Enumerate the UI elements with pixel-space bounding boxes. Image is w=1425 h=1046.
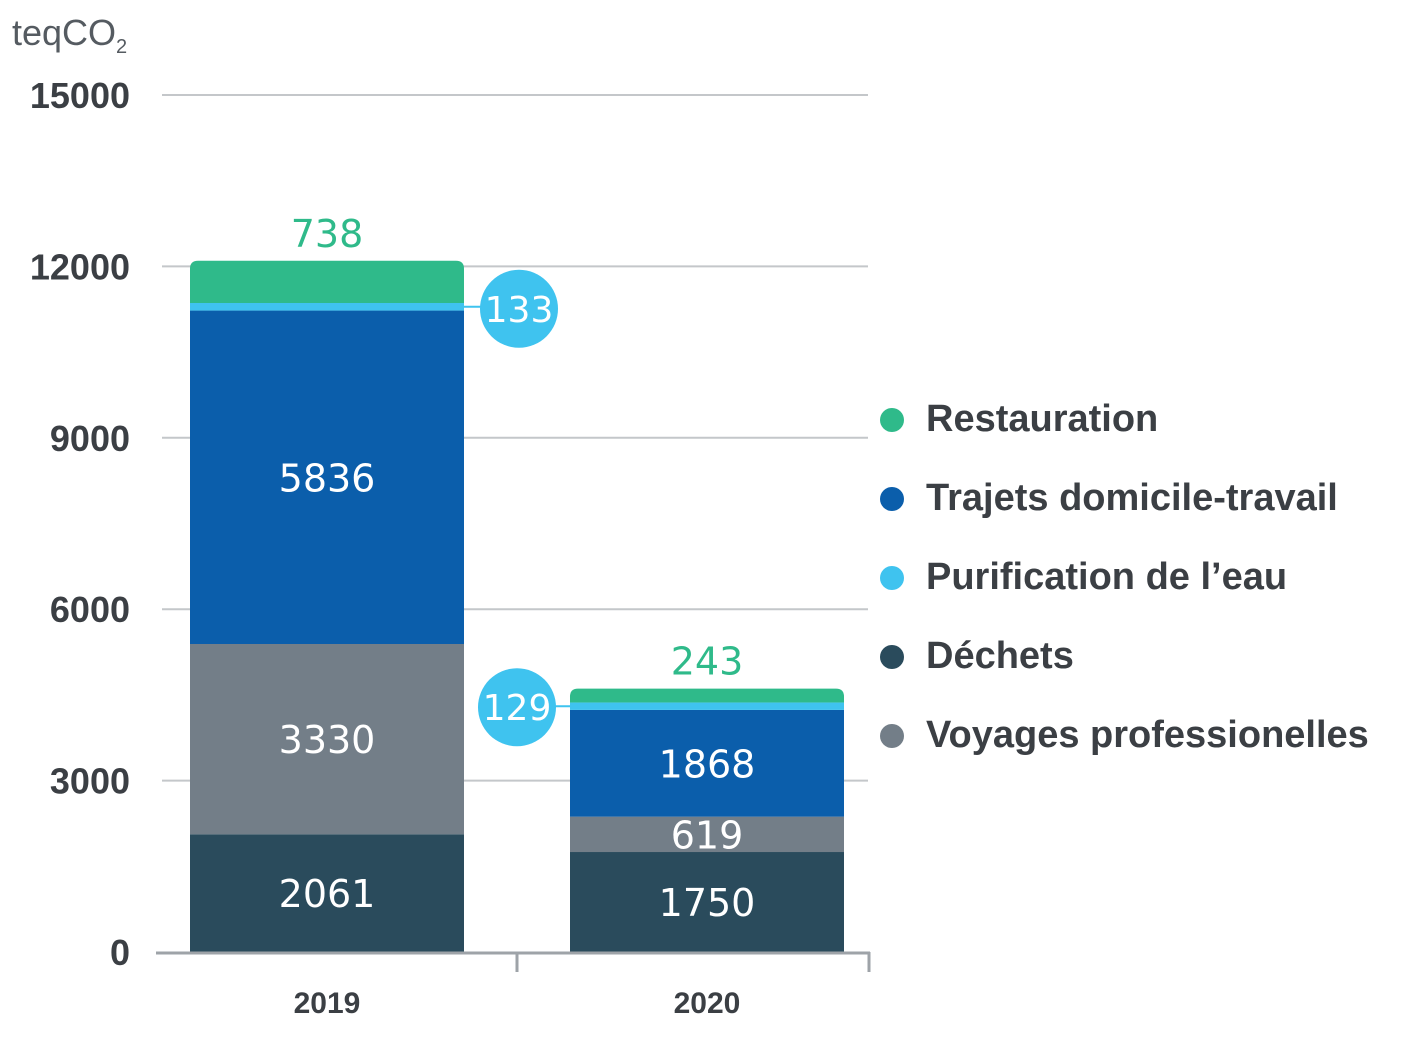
legend-item-dechets: Déchets — [880, 617, 1369, 696]
legend-label-voyages-professionelles: Voyages professionelles — [926, 714, 1369, 756]
data-label-purification-de-l-eau-2020: 129 — [483, 688, 552, 729]
data-label-restauration-2019: 738 — [291, 212, 364, 256]
chart-legend: Restauration Trajets domicile-travail Puri… — [880, 380, 1369, 775]
y-tick-label-3000: 3000 — [50, 761, 130, 802]
legend-label-purification-de-l-eau: Purification de l’eau — [926, 556, 1288, 598]
legend-item-trajets-domicile-travail: Trajets domicile-travail — [880, 459, 1369, 538]
legend-marker-restauration — [880, 407, 904, 432]
bar-segment-purification-de-l-eau-2020 — [570, 702, 844, 710]
legend-marker-purification-de-l-eau — [880, 565, 904, 590]
data-label-trajets-domicile-travail-2020: 1868 — [659, 742, 756, 786]
legend-item-purification-de-l-eau: Purification de l’eau — [880, 538, 1369, 617]
legend-marker-dechets — [880, 644, 904, 669]
y-tick-label-6000: 6000 — [50, 589, 130, 630]
data-label-dechets-2020: 1750 — [659, 881, 756, 925]
legend-item-restauration: Restauration — [880, 380, 1369, 459]
unit-subscript: 2 — [116, 36, 128, 58]
bar-segment-dechets-2019 — [190, 834, 464, 952]
legend-marker-voyages-professionelles — [880, 723, 904, 748]
bar-segment-trajets-domicile-travail-2019 — [190, 310, 464, 644]
bar-segment-dechets-2020 — [570, 852, 844, 952]
data-label-purification-de-l-eau-2019: 133 — [485, 290, 554, 331]
bar-segment-voyages-professionelles-2019 — [190, 643, 464, 835]
legend-label-restauration: Restauration — [926, 398, 1159, 440]
legend-label-dechets: Déchets — [926, 635, 1074, 677]
callout-bubble-purification-de-l-eau-2020 — [478, 668, 556, 747]
bar-segment-restauration-2019 — [190, 260, 464, 303]
unit-base: teqCO — [12, 12, 117, 53]
y-axis-unit: teqCO2 — [12, 12, 127, 59]
bar-segment-purification-de-l-eau-2019 — [190, 302, 464, 311]
callout-bubble-purification-de-l-eau-2019 — [480, 269, 558, 348]
data-label-dechets-2019: 2061 — [279, 872, 376, 916]
legend-marker-trajets-domicile-travail — [880, 486, 904, 511]
y-tick-label-0: 0 — [110, 932, 130, 973]
x-tick-label-2019: 2019 — [294, 987, 361, 1020]
bar-segment-voyages-professionelles-2020 — [570, 816, 844, 853]
bar-segment-restauration-2020 — [570, 688, 844, 703]
data-label-voyages-professionelles-2019: 3330 — [279, 718, 376, 762]
data-label-restauration-2020: 243 — [671, 640, 744, 684]
x-tick-label-2020: 2020 — [674, 987, 741, 1020]
legend-item-voyages-professionelles: Voyages professionelles — [880, 696, 1369, 775]
data-label-voyages-professionelles-2020: 619 — [671, 813, 744, 857]
data-label-trajets-domicile-travail-2019: 5836 — [279, 456, 376, 500]
y-tick-label-12000: 12000 — [30, 246, 130, 287]
legend-label-trajets-domicile-travail: Trajets domicile-travail — [926, 477, 1338, 519]
y-tick-label-9000: 9000 — [50, 418, 130, 459]
y-tick-label-15000: 15000 — [30, 75, 130, 116]
bar-segment-trajets-domicile-travail-2020 — [570, 709, 844, 817]
